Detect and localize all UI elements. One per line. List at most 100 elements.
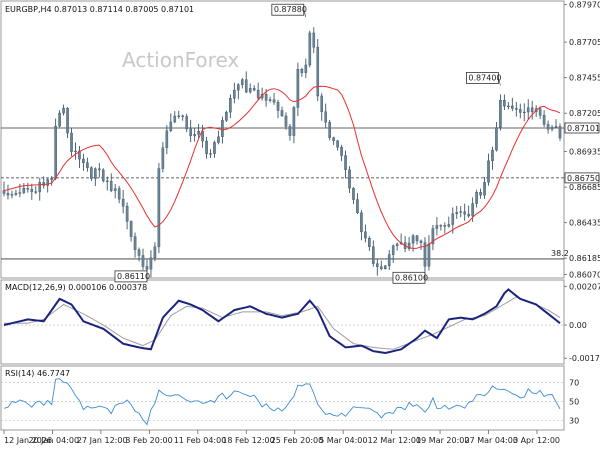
candle-body [121, 198, 125, 207]
candle-body [387, 254, 391, 267]
candle-body [439, 225, 443, 227]
candle-body [62, 107, 65, 114]
candle-body [6, 193, 10, 196]
candle-body [471, 203, 474, 217]
candle-body [217, 136, 220, 143]
candle-body [546, 124, 550, 130]
rsi-title: RSI(14) 46.7747 [5, 369, 70, 378]
candle-body [511, 105, 514, 109]
candle-body [113, 188, 117, 191]
price-y-tick-label: 0.86185 [569, 254, 600, 263]
candle-body [109, 181, 113, 191]
level-price-label: 0.86750 [567, 174, 600, 183]
candle-body [530, 107, 534, 113]
candle-body [507, 105, 510, 108]
candle-body [542, 115, 546, 125]
candle-body [181, 115, 185, 117]
rsi-line [3, 378, 561, 426]
candle-body [364, 231, 367, 239]
price-panel-frame [0, 0, 565, 279]
candle-body [94, 168, 97, 179]
x-tick-label: 12 Jan 2026 [4, 436, 52, 445]
x-tick-label: 3 Feb 20:00 [125, 436, 172, 445]
candle-body [304, 64, 308, 73]
candle-body [320, 95, 324, 112]
candle-body [240, 79, 244, 85]
candle-body [368, 237, 371, 247]
candle-body [558, 126, 562, 139]
candle-body [376, 263, 379, 267]
macd-panel: 0.002072 0.00 -0.001778 [1, 282, 600, 363]
price-y-tick-label: 0.86435 [569, 219, 600, 228]
candle-body [189, 128, 192, 137]
candle-body [129, 221, 133, 237]
candle-body [467, 213, 470, 217]
candle-body [38, 182, 42, 193]
annotation-label: 0.87400 [468, 73, 501, 82]
candle-body [2, 190, 6, 194]
level-price-box [564, 172, 600, 184]
candle-body [272, 99, 276, 103]
candle-body [391, 245, 395, 255]
candle-body [407, 242, 411, 249]
candle-body [463, 211, 466, 215]
candle-body [383, 265, 387, 270]
price-y-tick-label: 0.87205 [569, 109, 600, 118]
candle-body [288, 126, 292, 136]
candle-body [74, 150, 77, 152]
candle-body [483, 182, 486, 196]
macd-title: MACD(12,26,9) 0.000106 0.000378 [5, 283, 147, 292]
price-y-tick-label: 0.87970 [569, 0, 600, 9]
candle-body [495, 127, 498, 151]
candle-body [193, 134, 196, 137]
price-panel: 0.87101 0.86750 38.2 0.87970 0.87705 0.87455 0… [1, 0, 600, 284]
candle-body [153, 246, 157, 259]
macd-y-tick-label: -0.001778 [569, 354, 600, 363]
candle-body [26, 188, 30, 190]
candle-body [125, 206, 129, 222]
rsi-panel-frame [0, 365, 565, 431]
candle-body [82, 158, 85, 163]
candle-body [149, 257, 153, 270]
x-tick-label: 18 Feb 12:00 [222, 436, 274, 445]
candle-body [316, 47, 320, 97]
candle-body [372, 246, 375, 264]
candle-body [205, 140, 208, 155]
annotation-label: 0.86100 [395, 273, 428, 282]
candle-body [526, 107, 530, 113]
x-tick-label: 5 Mar 04:00 [319, 436, 367, 445]
x-tick-label: 20 Jan 04:00 [28, 436, 79, 445]
candle-body [348, 169, 351, 189]
candle-body [248, 88, 252, 93]
x-tick-label: 3 Apr 12:00 [513, 436, 560, 445]
candle-body [137, 249, 141, 256]
candle-body [221, 120, 224, 137]
candle-body [237, 84, 240, 91]
candle-body [395, 243, 399, 246]
candle-body [98, 168, 101, 171]
candle-body [292, 107, 296, 136]
candle-body [244, 79, 248, 93]
candle-body [459, 211, 463, 213]
candle-body [70, 132, 73, 152]
candle-body [423, 242, 427, 267]
candle-body [233, 89, 236, 99]
candle-body [268, 99, 272, 101]
candle-body [264, 93, 268, 101]
candle-body [185, 116, 188, 130]
price-y-tick-label: 0.86685 [569, 183, 600, 192]
candle-body [201, 130, 204, 142]
candle-body [411, 235, 415, 244]
candle-body [435, 225, 439, 229]
rsi-y-tick-label: 30 [569, 416, 579, 425]
candle-body [280, 110, 284, 117]
candle-body [499, 100, 502, 128]
candle-body [431, 228, 435, 245]
candle-body [415, 235, 419, 242]
annotation-box [392, 271, 426, 284]
candle-body [518, 109, 522, 113]
price-y-tick-label: 0.86070 [569, 271, 600, 280]
candle-body [340, 146, 343, 156]
candle-body [18, 192, 22, 194]
